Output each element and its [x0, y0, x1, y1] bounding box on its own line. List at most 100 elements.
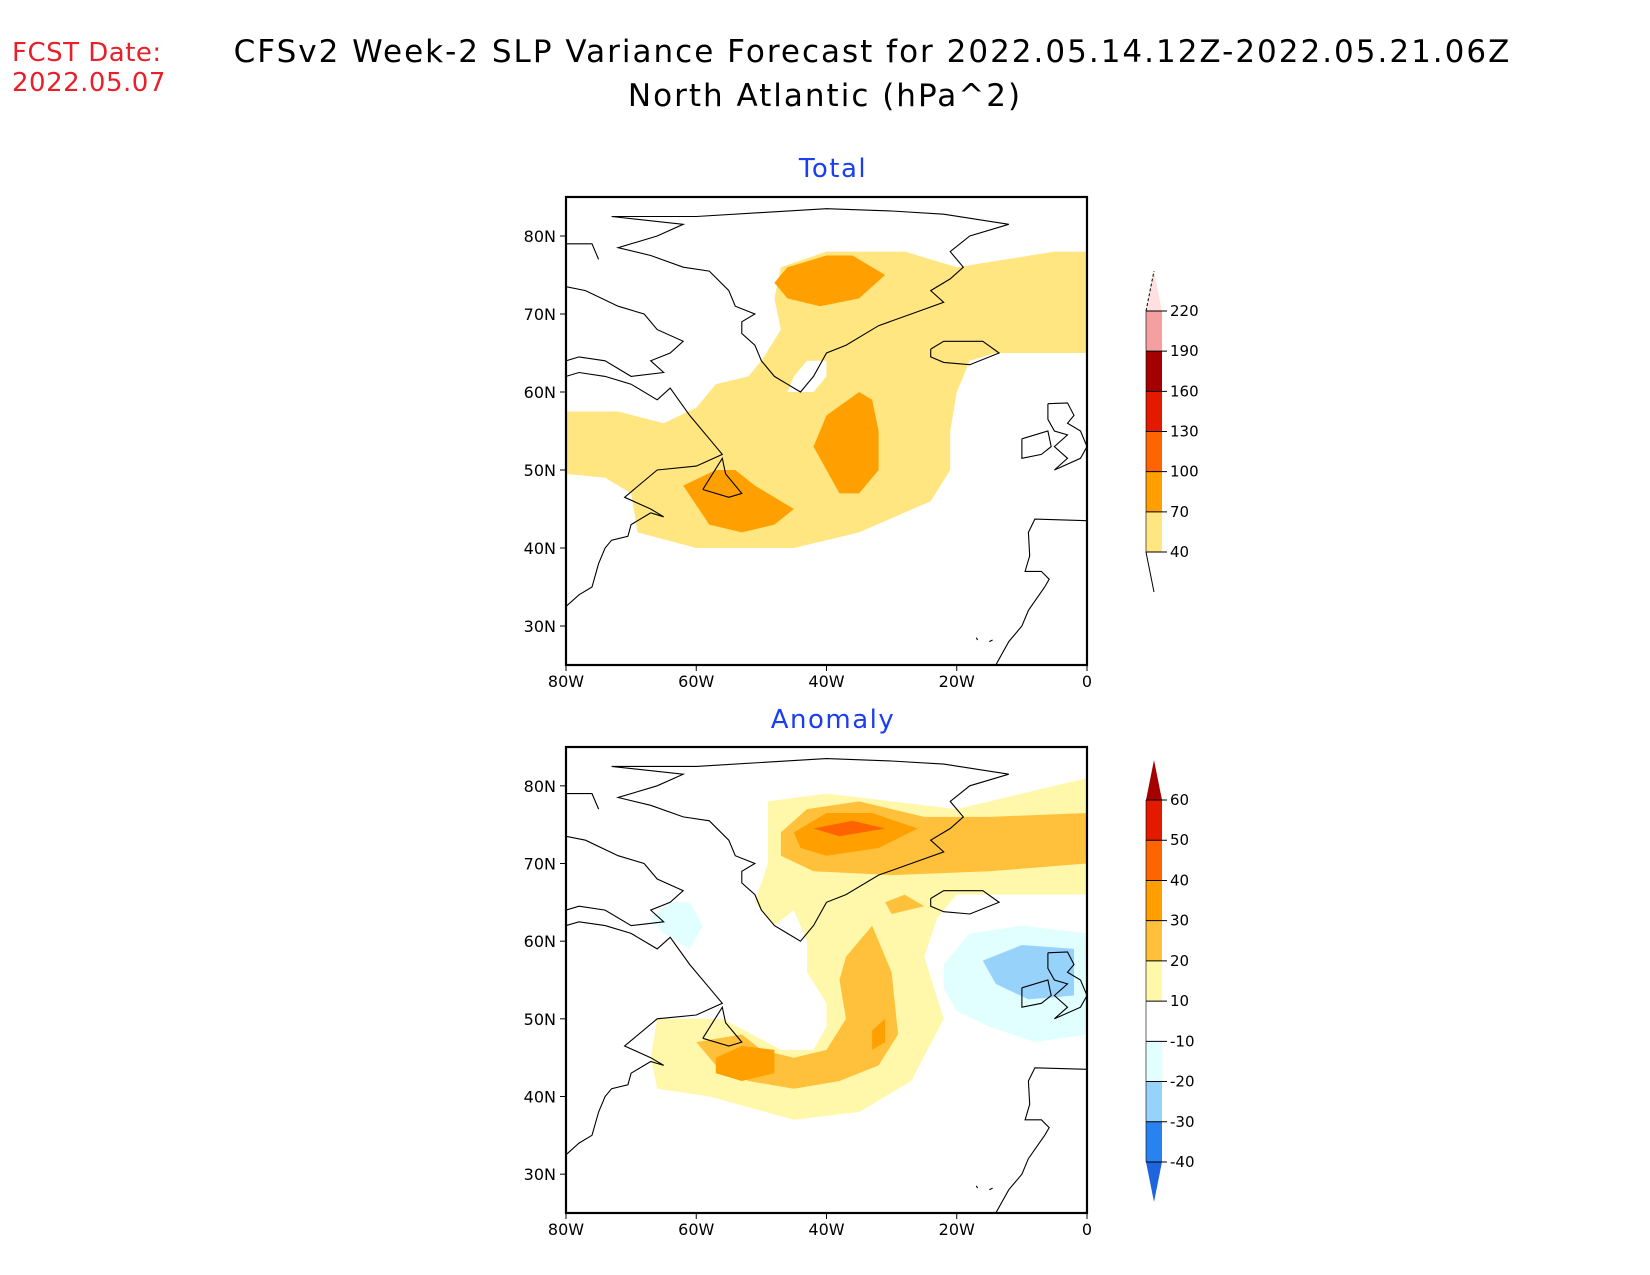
- colorbar-segment: [1146, 1001, 1162, 1042]
- shade-neg20-neg30: [982, 945, 1074, 1000]
- lat-tick-label: 60N: [524, 932, 556, 951]
- colorbar-anomaly: -40 -30 -20 -10 10 20 30 40 50 60: [1145, 760, 1195, 1202]
- colorbar-label: 130: [1170, 423, 1199, 441]
- colorbar-segment: [1146, 1121, 1162, 1162]
- coastline: [566, 921, 724, 1156]
- coastline: [1047, 951, 1087, 1020]
- colorbar-segment: [1146, 800, 1162, 841]
- colorbar-bottom-triangle: [1146, 1162, 1162, 1202]
- coastline: [566, 371, 724, 607]
- lat-tick-label: 50N: [524, 461, 556, 480]
- colorbar-label: 220: [1170, 302, 1199, 320]
- colorbar-label: 40: [1170, 871, 1189, 889]
- shade-70-100-central: [813, 392, 879, 494]
- coastline: [566, 793, 600, 810]
- lon-tick-label: 80W: [548, 1220, 584, 1239]
- lat-tick-label: 40N: [524, 539, 556, 558]
- coastline: [995, 518, 1087, 665]
- chart-subtitle: North Atlantic (hPa^2): [627, 78, 1023, 114]
- map-content: [566, 208, 1087, 665]
- coastline: [566, 243, 600, 260]
- colorbar-segment: [1146, 351, 1162, 392]
- coastline: [930, 890, 1001, 915]
- chart-title: CFSv2 Week-2 SLP Variance Forecast for 2…: [233, 34, 1512, 70]
- colorbar-segment: [1146, 960, 1162, 1002]
- colorbar-segment: [1146, 840, 1162, 881]
- colorbar-label: 10: [1170, 992, 1189, 1010]
- coastline: [1021, 430, 1052, 459]
- lon-tick-label: 0: [1082, 672, 1092, 691]
- lat-tick-label: 70N: [524, 855, 556, 874]
- coastline: [702, 456, 743, 498]
- colorbar-segment: [1146, 311, 1162, 352]
- panel-title-total: Total: [798, 154, 868, 184]
- panel-title-anomaly: Anomaly: [770, 705, 896, 735]
- colorbar-segment: [1146, 920, 1162, 961]
- colorbar-top-triangle: [1146, 271, 1162, 311]
- lat-tick-label: 80N: [524, 227, 556, 246]
- colorbar-segment: [1146, 391, 1162, 432]
- coastline: [989, 639, 993, 643]
- colorbar-segment: [1146, 511, 1162, 552]
- shade-neg10-west: [650, 902, 703, 949]
- colorbar-label: 50: [1170, 831, 1189, 849]
- colorbar-label: -30: [1170, 1113, 1195, 1131]
- lat-tick-label: 30N: [524, 617, 556, 636]
- colorbar-segment: [1146, 431, 1162, 472]
- coastline: [1047, 402, 1087, 471]
- shade-30-40-north: [793, 813, 918, 856]
- forecast-date-label: FCST Date:: [12, 38, 162, 68]
- shade-30-40-sw: [715, 1046, 775, 1081]
- lon-tick-label: 20W: [939, 672, 975, 691]
- colorbar-label: -10: [1170, 1032, 1195, 1050]
- colorbar-label: 60: [1170, 791, 1189, 809]
- lon-tick-label: 60W: [678, 672, 714, 691]
- colorbar-label: 190: [1170, 342, 1199, 360]
- shade-70-100-south: [683, 470, 794, 533]
- shade-40-50: [813, 820, 886, 837]
- colorbar-total: 40 70 100 130 160 190 220: [1145, 270, 1199, 593]
- colorbar-segment: [1146, 880, 1162, 921]
- colorbar-segment: [1146, 1081, 1162, 1122]
- map-total: 80N 70N 60N 50N 40N 30N 80W 60W 40W 20W 0: [524, 195, 1092, 691]
- coastline: [975, 1185, 979, 1189]
- coastline: [566, 835, 685, 927]
- lon-tick-label: 80W: [548, 672, 584, 691]
- lat-tick-label: 70N: [524, 305, 556, 324]
- forecast-date-value: 2022.05.07: [12, 68, 166, 98]
- map-content: [566, 758, 1087, 1213]
- lat-tick-label: 50N: [524, 1010, 556, 1029]
- coastline: [611, 208, 1009, 393]
- lat-tick-label: 60N: [524, 383, 556, 402]
- colorbar-label: 70: [1170, 503, 1189, 521]
- colorbar-label: 20: [1170, 952, 1189, 970]
- shade-40-70: [566, 251, 1087, 548]
- shade-70-100-north: [774, 255, 886, 307]
- coastline: [989, 1187, 993, 1191]
- gap-white: [787, 360, 827, 392]
- lon-tick-label: 60W: [678, 1220, 714, 1239]
- coastline: [930, 340, 1001, 366]
- shade-30-40-se: [872, 1018, 886, 1050]
- colorbar-label: -40: [1170, 1153, 1195, 1171]
- lon-tick-label: 40W: [808, 1220, 844, 1239]
- colorbar-label: 100: [1170, 463, 1199, 481]
- coastline: [1021, 979, 1052, 1008]
- forecast-date: FCST Date: 2022.05.07: [12, 38, 166, 98]
- lon-tick-label: 20W: [939, 1220, 975, 1239]
- colorbar-top-edge: [1145, 270, 1155, 312]
- colorbar-label: -20: [1170, 1073, 1195, 1091]
- colorbar-label: 30: [1170, 912, 1189, 930]
- coastline: [995, 1067, 1087, 1213]
- lat-tick-label: 30N: [524, 1165, 556, 1184]
- coastline: [566, 286, 685, 377]
- lat-tick-label: 40N: [524, 1088, 556, 1107]
- coastline: [975, 637, 979, 641]
- colorbar-label: 40: [1170, 543, 1189, 561]
- lon-tick-label: 40W: [808, 672, 844, 691]
- coastline: [611, 758, 1009, 942]
- colorbar-bottom-edge: [1145, 551, 1155, 593]
- lat-tick-label: 80N: [524, 777, 556, 796]
- colorbar-segment: [1146, 471, 1162, 512]
- colorbar-segment: [1146, 1041, 1162, 1082]
